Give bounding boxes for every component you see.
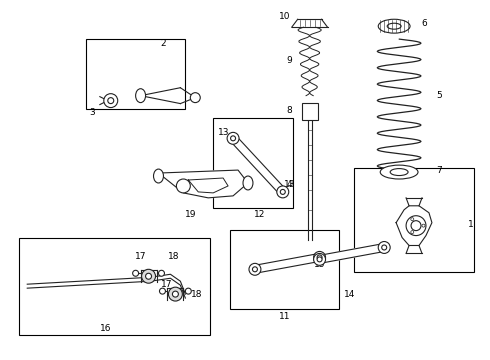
Ellipse shape [243, 176, 253, 190]
Text: 7: 7 [436, 166, 442, 175]
Circle shape [406, 216, 426, 235]
Bar [19, 238, 210, 335]
Circle shape [133, 270, 139, 276]
Ellipse shape [153, 169, 164, 183]
Circle shape [176, 179, 190, 193]
Circle shape [185, 288, 191, 294]
Bar [302, 103, 318, 121]
Text: 4: 4 [287, 180, 293, 189]
Bar [213, 118, 293, 208]
Text: 13: 13 [284, 180, 295, 189]
Text: 10: 10 [279, 12, 291, 21]
Text: 8: 8 [287, 106, 293, 115]
Bar [354, 168, 474, 272]
Circle shape [108, 98, 114, 104]
Circle shape [314, 253, 325, 265]
Circle shape [169, 287, 182, 301]
Ellipse shape [387, 23, 401, 29]
Text: 6: 6 [421, 19, 427, 28]
Circle shape [158, 270, 165, 276]
Text: 1: 1 [468, 220, 474, 229]
Circle shape [382, 245, 387, 250]
Text: 15: 15 [314, 260, 325, 269]
Polygon shape [158, 170, 248, 198]
Circle shape [249, 264, 261, 275]
Circle shape [227, 132, 239, 144]
Circle shape [172, 291, 178, 297]
Circle shape [280, 189, 285, 194]
Ellipse shape [380, 165, 418, 179]
Text: 17: 17 [135, 252, 147, 261]
Text: 19: 19 [185, 210, 196, 219]
Circle shape [317, 257, 322, 262]
Polygon shape [319, 244, 385, 263]
Circle shape [190, 93, 200, 103]
Circle shape [422, 224, 425, 227]
Text: 3: 3 [89, 108, 95, 117]
Text: 9: 9 [287, 57, 293, 66]
Text: 16: 16 [100, 324, 112, 333]
Ellipse shape [390, 168, 408, 176]
Polygon shape [230, 136, 286, 195]
Polygon shape [254, 253, 320, 273]
Text: 2: 2 [161, 39, 166, 48]
Text: 14: 14 [343, 289, 355, 298]
Circle shape [231, 136, 236, 141]
Polygon shape [188, 178, 228, 193]
Circle shape [411, 218, 414, 221]
Circle shape [411, 231, 414, 234]
Text: 12: 12 [254, 210, 266, 219]
Circle shape [317, 255, 322, 260]
Ellipse shape [378, 19, 410, 33]
Text: 18: 18 [191, 289, 202, 298]
Circle shape [411, 221, 421, 231]
Text: 13: 13 [219, 128, 230, 137]
Bar [86, 39, 185, 109]
Circle shape [252, 267, 257, 272]
Text: 18: 18 [168, 252, 179, 261]
Circle shape [142, 269, 155, 283]
Bar [230, 230, 340, 309]
Circle shape [146, 273, 151, 279]
Ellipse shape [136, 89, 146, 103]
Text: 17: 17 [161, 280, 172, 289]
Circle shape [104, 94, 118, 108]
Circle shape [314, 251, 325, 264]
Text: 5: 5 [436, 91, 442, 100]
Circle shape [159, 288, 166, 294]
Text: 11: 11 [279, 312, 291, 321]
Circle shape [378, 242, 390, 253]
Circle shape [277, 186, 289, 198]
Polygon shape [396, 206, 432, 246]
